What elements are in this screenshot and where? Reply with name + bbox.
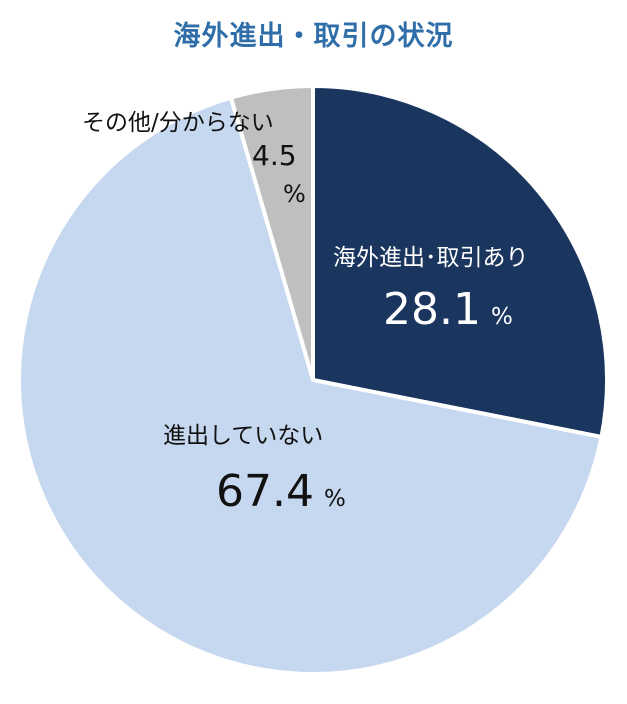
slice-value-none: 67.4% [216,466,346,517]
slice-value-unit-other-wrap: % [283,180,306,208]
pie-slice-other [228,84,315,382]
slice-value-number-advance: 28.1 [383,284,481,335]
chart-title: 海外進出・取引の状況 [173,21,454,52]
slice-value-number-none: 67.4 [216,466,314,517]
slice-value-unit-other: % [283,180,306,208]
slice-value-unit-none: % [323,486,346,512]
slice-label-other: その他/分からない [82,103,274,137]
slice-value-unit-advance: % [490,304,513,330]
slice-name-other: その他/分からない [82,110,274,136]
slice-name-none: 進出していない [163,423,324,449]
slice-value-advance: 28.1% [383,284,513,335]
slice-name-advance: 海外進出･取引あり [333,245,529,271]
slice-value-number-other: 4.5 [252,139,297,172]
slice-value-number-other-wrap: 4.5 [252,139,297,172]
slice-label-advance: 海外進出･取引あり [333,238,529,272]
pie-slice-advance [311,84,609,439]
pie-slice-none [17,95,604,676]
slice-label-none: 進出していない [163,416,323,450]
